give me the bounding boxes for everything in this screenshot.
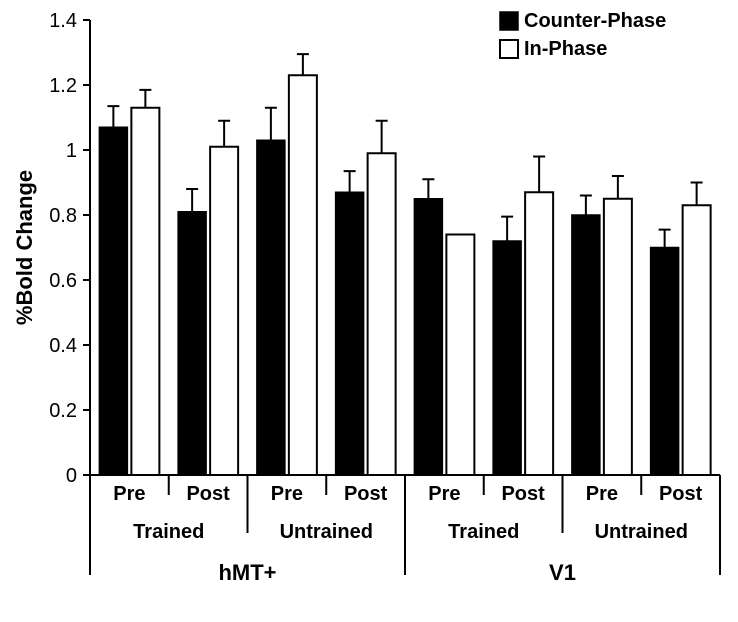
pair-label: Post xyxy=(501,483,545,505)
bar-in-phase xyxy=(289,75,317,475)
y-axis-label: %Bold Change xyxy=(12,170,37,325)
legend-swatch-in-phase xyxy=(500,40,518,58)
y-tick-label: 0.8 xyxy=(49,205,77,227)
pair-label: Post xyxy=(344,483,388,505)
bar-in-phase xyxy=(131,108,159,475)
group-label: Untrained xyxy=(280,521,373,543)
y-tick-label: 0.4 xyxy=(49,335,77,357)
bar-in-phase xyxy=(604,199,632,475)
pair-label: Pre xyxy=(113,483,145,505)
legend-label-in-phase: In-Phase xyxy=(524,38,607,60)
group-label: Trained xyxy=(448,521,519,543)
bar-in-phase xyxy=(368,153,396,475)
group-label: Trained xyxy=(133,521,204,543)
chart-svg: 0 0.2 0.4 0.6 0.8 1 1.2 1.4 %Bold Change Pre Post P… xyxy=(0,0,738,622)
bar-counter-phase xyxy=(572,215,600,475)
bar-counter-phase xyxy=(414,199,442,475)
bar-in-phase xyxy=(446,235,474,476)
bar-in-phase xyxy=(525,192,553,475)
legend-label-counter-phase: Counter-Phase xyxy=(524,10,666,32)
bar-in-phase xyxy=(683,205,711,475)
y-tick-label: 1.4 xyxy=(49,10,77,32)
region-label: hMT+ xyxy=(218,560,276,585)
bar-counter-phase xyxy=(99,127,127,475)
bar-counter-phase xyxy=(651,248,679,476)
bar-counter-phase xyxy=(336,192,364,475)
y-tick-label: 0.2 xyxy=(49,400,77,422)
region-label: V1 xyxy=(549,560,576,585)
pair-label: Pre xyxy=(428,483,460,505)
pair-label: Post xyxy=(659,483,703,505)
y-tick-label: 0.6 xyxy=(49,270,77,292)
bar-counter-phase xyxy=(178,212,206,475)
bar-counter-phase xyxy=(493,241,521,475)
legend-swatch-counter-phase xyxy=(500,12,518,30)
bold-change-bar-chart: 0 0.2 0.4 0.6 0.8 1 1.2 1.4 %Bold Change Pre Post P… xyxy=(0,0,738,622)
group-label: Untrained xyxy=(595,521,688,543)
pair-label: Pre xyxy=(586,483,618,505)
pair-label: Post xyxy=(186,483,230,505)
pair-label: Pre xyxy=(271,483,303,505)
bar-in-phase xyxy=(210,147,238,475)
y-tick-label: 0 xyxy=(66,465,77,487)
y-tick-label: 1.2 xyxy=(49,75,77,97)
y-tick-label: 1 xyxy=(66,140,77,162)
bar-counter-phase xyxy=(257,140,285,475)
